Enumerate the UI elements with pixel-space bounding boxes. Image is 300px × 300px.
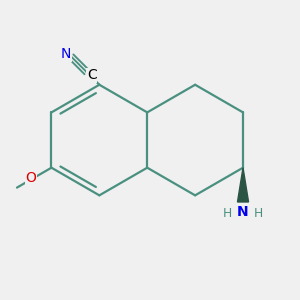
Text: C: C [87,68,97,83]
Text: H: H [223,207,232,220]
Text: O: O [25,171,36,185]
Polygon shape [238,168,248,202]
Text: N: N [237,205,249,219]
Text: N: N [61,47,71,61]
Text: H: H [254,207,263,220]
